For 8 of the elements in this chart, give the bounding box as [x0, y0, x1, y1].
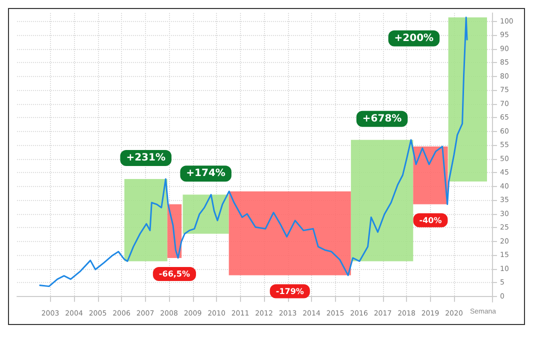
- line-series: [38, 16, 468, 288]
- band-label: +678%: [362, 113, 402, 124]
- band-label: -66,5%: [158, 269, 190, 278]
- band-label: -179%: [276, 286, 304, 296]
- band-label: +174%: [186, 168, 226, 180]
- band-label: +200%: [394, 32, 434, 44]
- band-label: -40%: [419, 216, 442, 225]
- band-label: +231%: [126, 152, 166, 164]
